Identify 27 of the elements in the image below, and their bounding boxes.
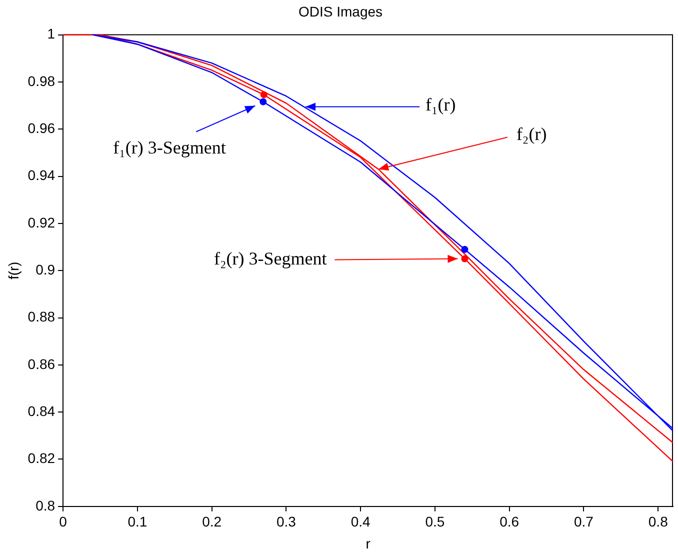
x-tick-label: 0.6 — [500, 514, 520, 530]
x-tick-label: 0.8 — [648, 514, 668, 530]
x-tick-label: 0.4 — [350, 514, 371, 530]
x-tick-label: 0.3 — [276, 514, 296, 530]
y-tick-label: 0.82 — [28, 450, 56, 466]
y-tick-label: 1 — [47, 26, 56, 42]
y-axis-title: f(r) — [5, 262, 22, 280]
x-tick-label: 0.1 — [128, 514, 148, 530]
chart-title: ODIS Images — [298, 3, 383, 20]
y-tick-label: 0.8 — [36, 497, 56, 514]
annotation: f₂(r) — [516, 124, 547, 144]
y-tick-label: 0.88 — [28, 308, 56, 325]
y-tick-label: 0.92 — [28, 214, 56, 230]
y-tick-label: 0.98 — [28, 72, 56, 89]
y-tick-label: 0.9 — [36, 261, 56, 278]
x-tick-label: 0 — [59, 514, 68, 530]
x-axis-title: r — [366, 535, 371, 552]
y-tick-label: 0.84 — [28, 402, 56, 419]
annotation: f₂(r) 3-Segment — [214, 248, 327, 269]
x-tick-label: 0.7 — [574, 514, 594, 530]
x-tick-label: 0.2 — [202, 514, 222, 530]
y-tick-label: 0.96 — [28, 120, 56, 136]
annotation: f₁(r) — [426, 94, 456, 114]
y-tick-label: 0.86 — [28, 356, 56, 372]
annotation: f₁(r) 3-Segment — [113, 138, 226, 158]
y-tick-label: 0.94 — [28, 167, 56, 184]
x-tick-label: 0.5 — [425, 514, 445, 530]
